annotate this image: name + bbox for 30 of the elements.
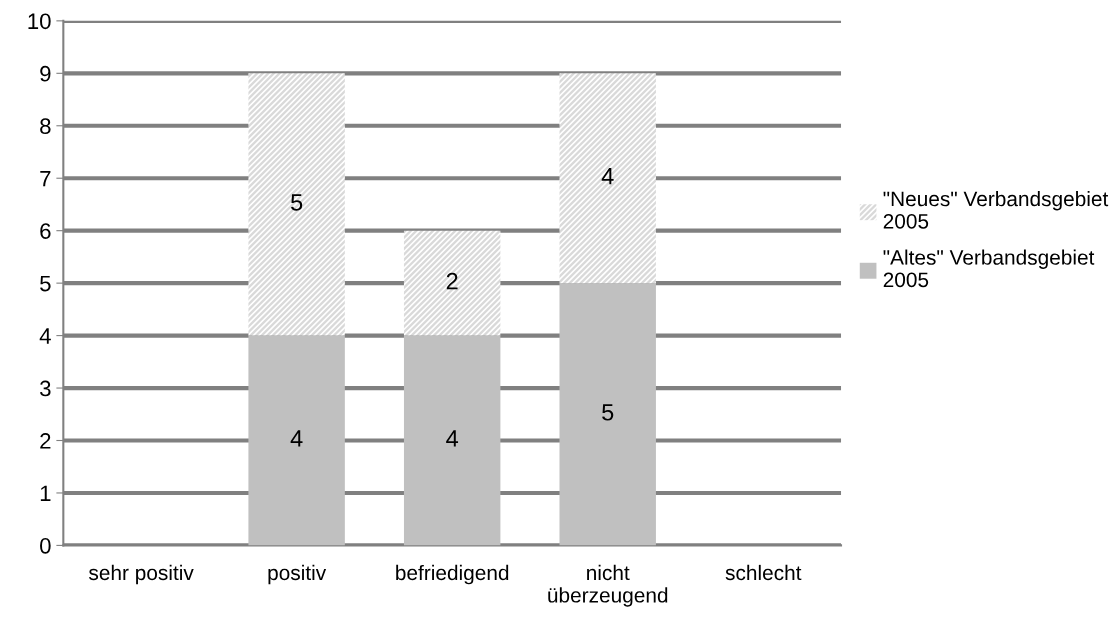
- legend-label: "Neues" Verbandsgebiet 2005: [883, 190, 1109, 229]
- data-label: 4: [290, 430, 303, 447]
- bar: [248, 335, 345, 546]
- x-tick-label: befriedigend: [396, 564, 509, 585]
- x-tick-label: positiv: [268, 564, 327, 585]
- data-label: 4: [601, 168, 614, 185]
- bar: [559, 73, 656, 284]
- bar: [248, 73, 345, 336]
- y-tick-label: 3: [40, 380, 51, 397]
- data-label: 5: [602, 404, 614, 421]
- y-tick-label: 6: [40, 223, 51, 239]
- y-tick-label: 4: [39, 328, 51, 344]
- y-tick-label: 1: [40, 485, 51, 502]
- data-label: 4: [446, 430, 459, 447]
- bar: [559, 283, 656, 546]
- data-label: 5: [291, 194, 303, 211]
- y-tick-label: 5: [40, 275, 51, 292]
- y-tick-label: 7: [40, 170, 51, 187]
- data-label: 2: [446, 272, 458, 290]
- y-tick-label: 0: [40, 537, 51, 554]
- legend-label: "Altes" Verbandsgebiet 2005: [883, 249, 1095, 288]
- y-tick-label: 2: [40, 433, 51, 449]
- y-tick-label: 10: [28, 13, 51, 30]
- y-tick-label: 9: [40, 65, 51, 82]
- x-tick-label: nicht überzeugend: [548, 564, 668, 607]
- x-tick-label: schlecht: [725, 564, 802, 581]
- bar: [403, 230, 501, 336]
- y-tick-label: 8: [40, 118, 51, 135]
- bar: [403, 335, 501, 546]
- x-tick-label: sehr positiv: [89, 564, 194, 585]
